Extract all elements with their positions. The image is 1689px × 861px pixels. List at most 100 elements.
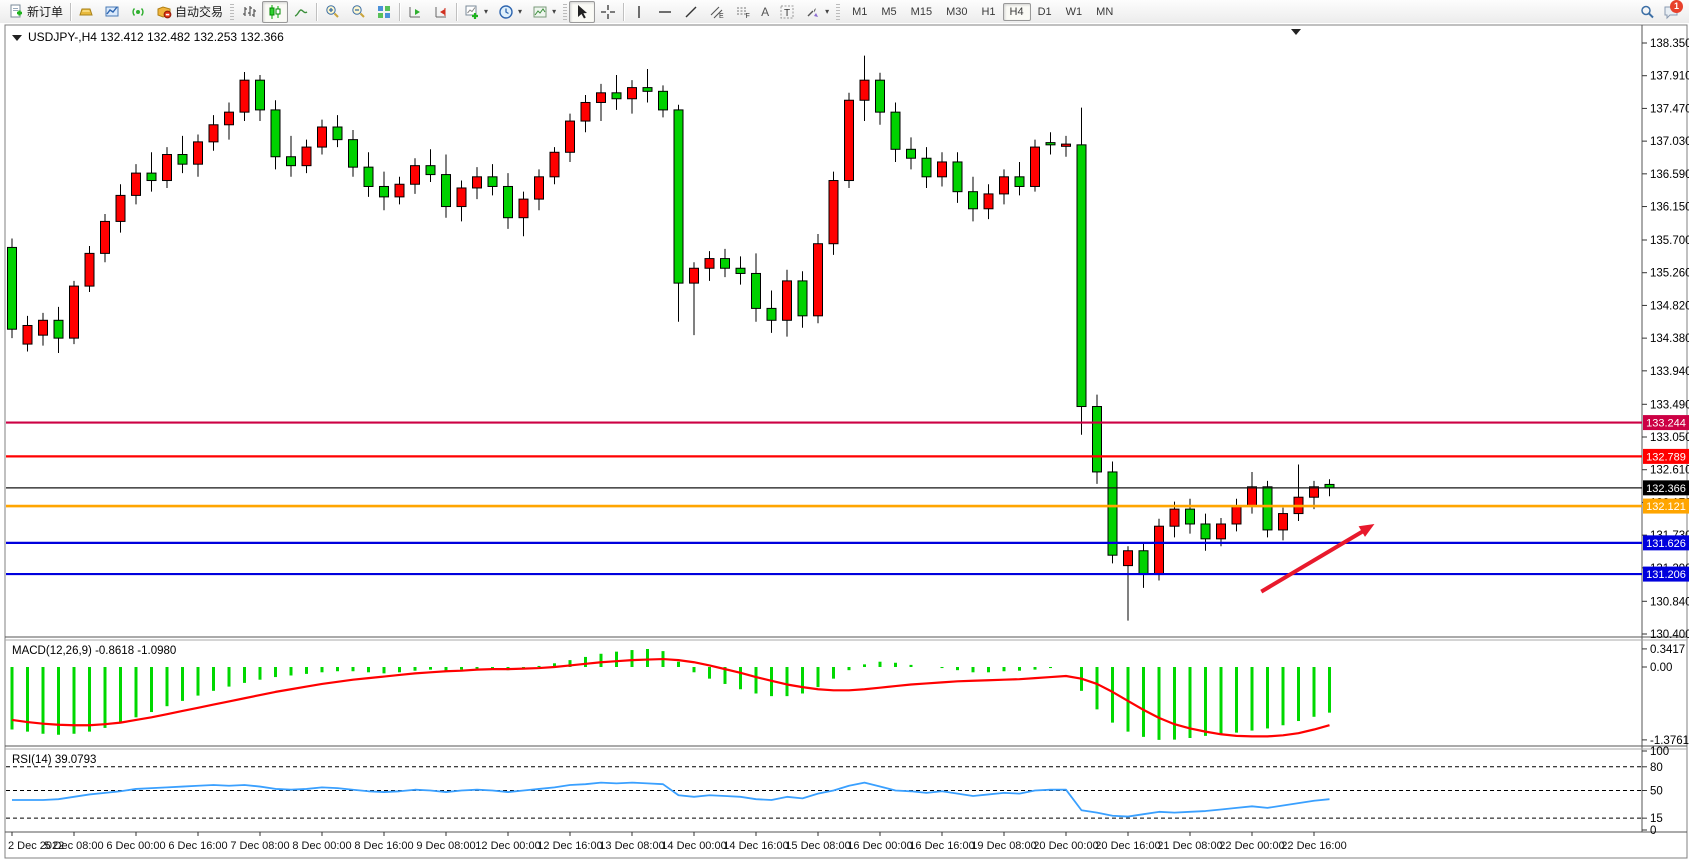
timeframe-button-m1[interactable]: M1 <box>852 5 868 18</box>
cursor-tool-button[interactable] <box>569 0 596 23</box>
candle-body <box>1092 406 1102 473</box>
time-tick-label: 14 Dec 16:00 <box>723 840 788 852</box>
candle-body <box>999 176 1009 195</box>
price-badge-label: 131.206 <box>1646 569 1686 581</box>
new-order-button[interactable]: 新订单 <box>3 0 68 23</box>
candle-body <box>363 166 374 187</box>
fibonacci-tool-button[interactable]: F <box>730 1 756 23</box>
time-tick-label: 6 Dec 00:00 <box>106 840 165 852</box>
candle-body <box>1278 513 1288 531</box>
text-label-icon: T <box>779 4 795 20</box>
vertical-line-tool-button[interactable] <box>626 1 652 23</box>
zoom-out-icon <box>350 4 366 20</box>
time-tick-label: 8 Dec 16:00 <box>354 840 413 852</box>
candle-body <box>38 319 48 336</box>
macd-tick-label: -1.3761 <box>1650 735 1689 747</box>
dropdown-caret: ▾ <box>825 7 830 16</box>
candle-body <box>735 267 746 274</box>
search-icon[interactable] <box>1639 4 1655 20</box>
symbol-dropdown-icon[interactable] <box>12 35 22 41</box>
candle-body <box>255 79 265 111</box>
candle-body <box>301 146 312 167</box>
candle-body <box>379 185 389 198</box>
gold-button[interactable] <box>73 1 99 23</box>
time-tick-label: 5 Dec 08:00 <box>44 840 103 852</box>
timeframe-button-m15[interactable]: M15 <box>910 5 933 18</box>
svg-text:T: T <box>784 8 790 19</box>
horizontal-line-tool-button[interactable] <box>652 1 678 23</box>
candle-body <box>1216 523 1226 540</box>
candle-body <box>906 148 916 159</box>
chart-shift-marker[interactable] <box>1291 29 1301 35</box>
new-chart-button[interactable]: ▾ <box>459 1 493 23</box>
candle-body <box>1247 486 1257 507</box>
time-tick-label: 20 Dec 16:00 <box>1095 840 1160 852</box>
templates-button[interactable]: ▾ <box>527 1 561 23</box>
line-chart-icon <box>293 4 309 20</box>
timeframe-button-mn[interactable]: MN <box>1096 5 1114 18</box>
candle-body <box>813 243 823 317</box>
candle-body <box>410 165 420 185</box>
macd-signal-line <box>11 657 1330 738</box>
candle-body <box>673 109 684 284</box>
crosshair-tool-button[interactable] <box>595 1 621 23</box>
zoom-in-button[interactable] <box>319 1 345 23</box>
candle-body <box>549 151 560 178</box>
candlestick-mode-button[interactable] <box>262 0 289 23</box>
price-tick-label: 133.940 <box>1650 366 1689 378</box>
trendline-tool-button[interactable] <box>678 1 704 23</box>
auto-scroll-button[interactable] <box>402 1 428 23</box>
timeframe-button-h1[interactable]: H1 <box>981 5 996 18</box>
toolbar-separator <box>399 2 401 21</box>
time-tick-label: 16 Dec 00:00 <box>847 840 912 852</box>
candle-body <box>782 280 792 321</box>
tile-windows-button[interactable] <box>371 1 397 23</box>
time-tick-label: 15 Dec 08:00 <box>785 840 850 852</box>
text-tool-button[interactable]: A <box>756 2 774 22</box>
candles-layer <box>7 55 1335 621</box>
macd-tick-label: 0.00 <box>1650 662 1672 674</box>
periods-button[interactable]: ▾ <box>493 1 527 23</box>
candle-body <box>937 161 947 178</box>
time-tick-label: 9 Dec 08:00 <box>416 840 475 852</box>
price-tick-label: 136.590 <box>1650 169 1689 181</box>
toolbar-separator <box>316 2 318 21</box>
candle-body <box>875 79 885 113</box>
text-label-tool-button[interactable]: T <box>774 1 800 23</box>
timeframe-button-m30[interactable]: M30 <box>946 5 968 18</box>
timeframe-button-d1[interactable]: D1 <box>1037 5 1052 18</box>
toolbar-separator <box>70 2 72 21</box>
zoom-out-button[interactable] <box>345 1 371 23</box>
time-tick-label: 22 Dec 16:00 <box>1281 840 1346 852</box>
signals-button[interactable] <box>125 1 151 23</box>
trend-arrow-annotation[interactable] <box>1260 523 1375 594</box>
publish-chart-button[interactable] <box>99 1 125 23</box>
candle-body <box>704 258 715 269</box>
equidistant-channel-tool-button[interactable]: E <box>704 1 730 23</box>
arrows-tool-button[interactable]: ▾ <box>800 1 834 23</box>
chat-notifications-icon[interactable]: 1 <box>1663 0 1683 20</box>
candle-body <box>69 285 79 339</box>
autotrade-button[interactable]: 自动交易 <box>151 0 228 23</box>
timeframe-button-w1[interactable]: W1 <box>1065 5 1083 18</box>
timeframe-button-h4[interactable]: H4 <box>1002 2 1031 21</box>
bar-chart-mode-button[interactable] <box>236 1 262 23</box>
price-badge-label: 133.244 <box>1646 418 1686 430</box>
price-tick-label: 130.400 <box>1650 629 1689 641</box>
timeframe-button-m5[interactable]: M5 <box>881 5 897 18</box>
chart-shift-button[interactable] <box>428 1 454 23</box>
candle-body <box>890 111 901 150</box>
candle-body <box>348 139 358 168</box>
price-chart[interactable]: 138.350 137.910 137.470 137.030 136.590 136.1… <box>0 23 1689 861</box>
rsi-label: RSI(14) 39.0793 <box>12 754 96 766</box>
price-tick-label: 137.910 <box>1650 71 1689 83</box>
autotrade-icon <box>156 4 172 20</box>
candle-body <box>1061 143 1071 147</box>
arrow-head <box>1358 523 1375 537</box>
time-tick-label: 6 Dec 16:00 <box>168 840 227 852</box>
dropdown-caret: ▾ <box>518 7 523 16</box>
line-chart-mode-button[interactable] <box>288 1 314 23</box>
candle-body <box>720 258 730 269</box>
